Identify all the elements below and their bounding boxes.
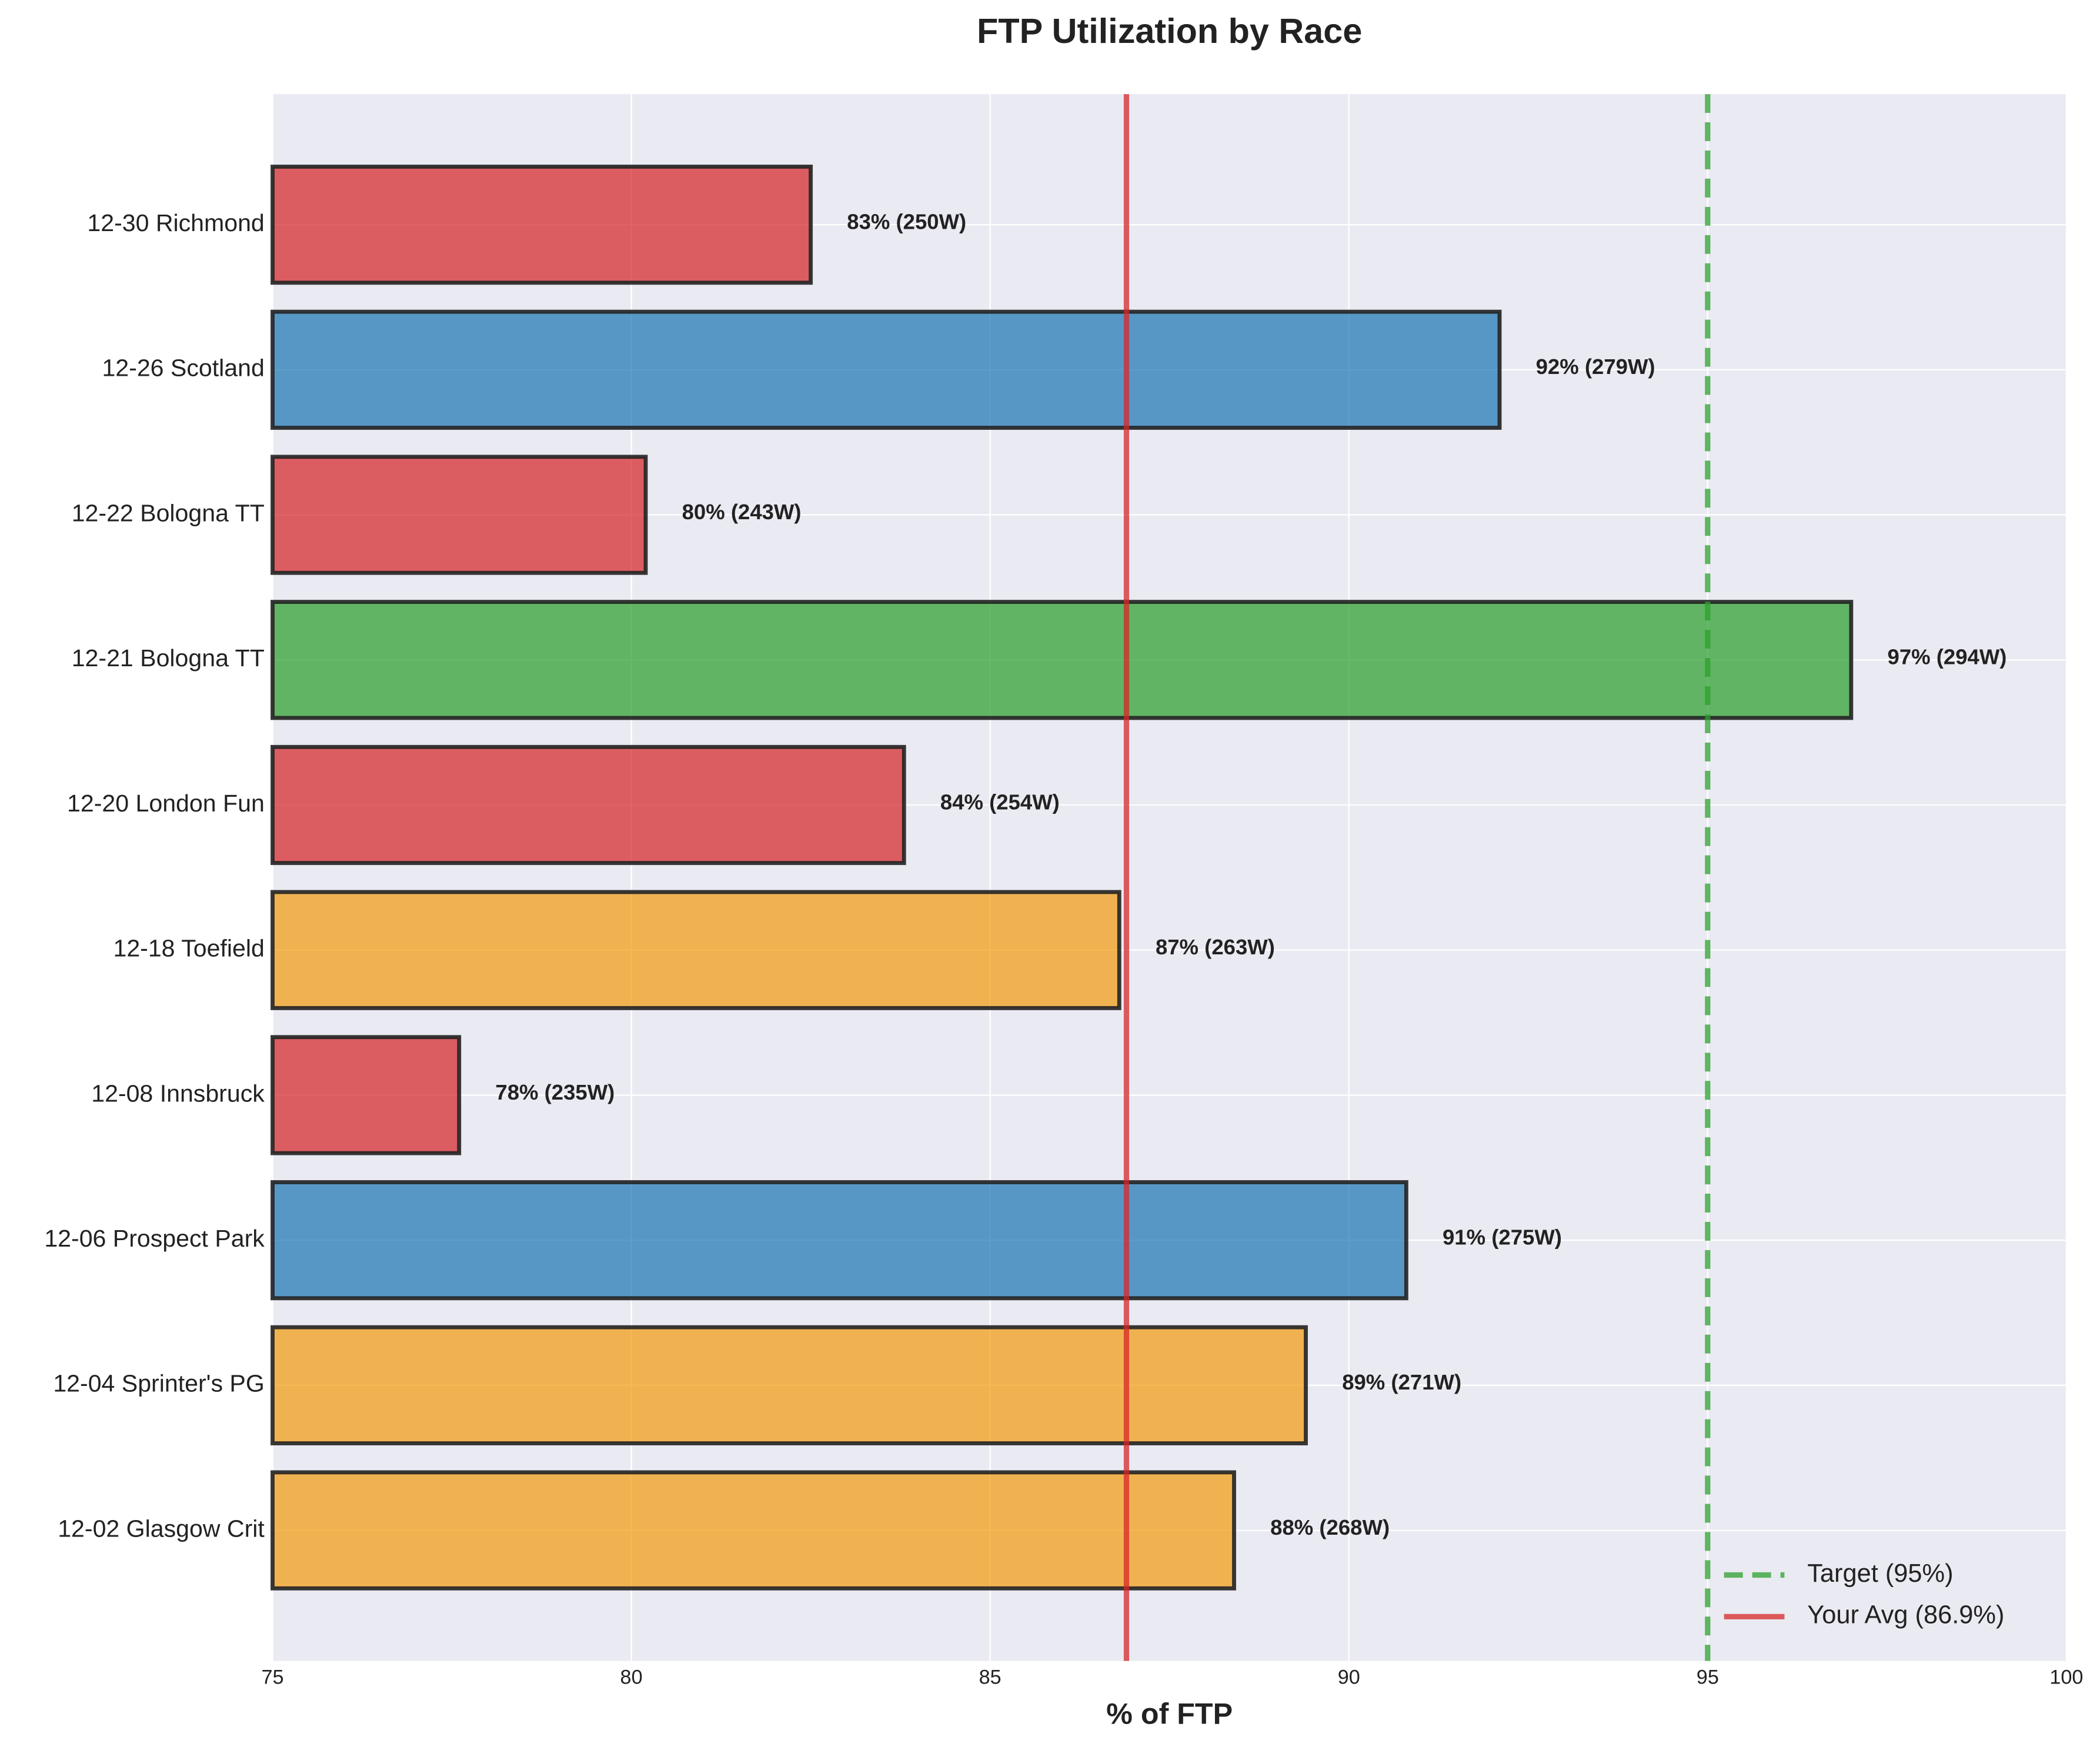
x-tick-label: 95 (1697, 1666, 1719, 1688)
data-label: 88% (268W) (1270, 1515, 1390, 1539)
y-tick-label: 12-30 Richmond (87, 209, 264, 236)
bar (271, 1035, 462, 1155)
marks (271, 165, 1854, 1591)
x-tick-label: 75 (261, 1666, 283, 1688)
y-tick-label: 12-21 Bologna TT (72, 644, 265, 672)
bar (271, 1325, 1308, 1445)
x-tick-label: 85 (979, 1666, 1001, 1688)
y-tick-label: 12-06 Prospect Park (44, 1225, 265, 1252)
bar (271, 1470, 1236, 1591)
legend-label: Target (95%) (1807, 1559, 1953, 1588)
data-label: 84% (254W) (940, 790, 1060, 814)
bar (271, 1180, 1408, 1301)
y-tick-label: 12-02 Glasgow Crit (58, 1515, 265, 1542)
y-tick-label: 12-08 Innsbruck (91, 1080, 265, 1107)
y-tick-label: 12-20 London Fun (67, 790, 265, 817)
y-tick-label: 12-04 Sprinter's PG (53, 1370, 264, 1397)
y-tick-label: 12-18 Toefield (113, 935, 264, 962)
data-label: 89% (271W) (1342, 1370, 1461, 1394)
bar (271, 309, 1502, 430)
x-tick-label: 80 (620, 1666, 643, 1688)
bar (271, 890, 1121, 1010)
bar (271, 600, 1854, 720)
data-label: 83% (250W) (847, 209, 966, 233)
data-label: 80% (243W) (682, 500, 802, 524)
data-label: 97% (294W) (1888, 645, 2007, 669)
y-tick-label: 12-22 Bologna TT (72, 499, 265, 526)
bar (271, 165, 813, 285)
data-label: 78% (235W) (495, 1080, 615, 1104)
data-label: 91% (275W) (1443, 1225, 1562, 1250)
legend: Target (95%) Your Avg (86.9%) (1724, 1559, 2004, 1629)
chart-title: FTP Utilization by Race (977, 11, 1362, 51)
x-tick-label: 90 (1338, 1666, 1360, 1688)
data-label: 87% (263W) (1156, 935, 1275, 959)
data-label: 92% (279W) (1536, 355, 1655, 379)
y-tick-label: 12-26 Scotland (102, 355, 264, 382)
legend-label: Your Avg (86.9%) (1807, 1601, 2004, 1629)
x-tick-label: 100 (2049, 1666, 2083, 1688)
x-axis-label: % of FTP (1106, 1698, 1233, 1731)
bar (271, 744, 906, 866)
bar (271, 455, 648, 575)
